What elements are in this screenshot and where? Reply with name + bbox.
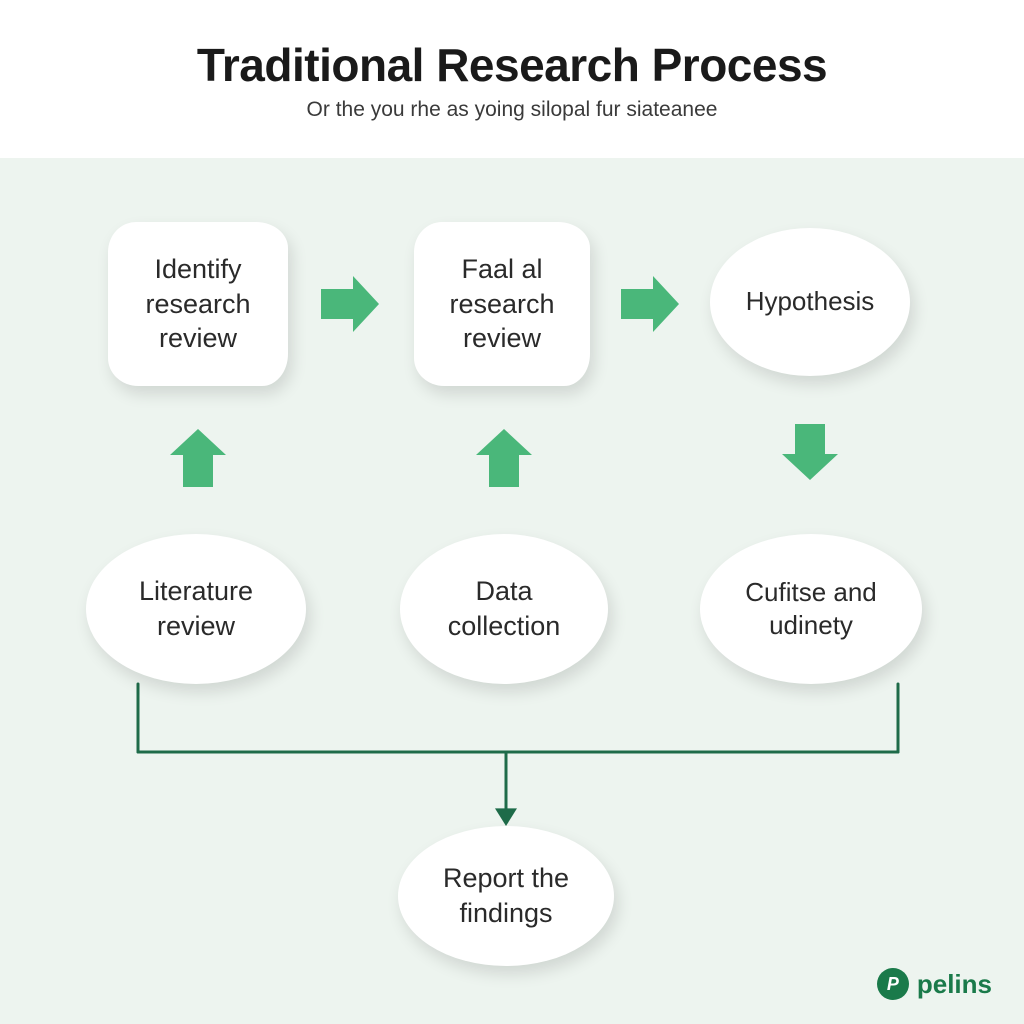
flow-node-data: Data collection	[400, 534, 608, 684]
flow-node-faal: Faal al research review	[414, 222, 590, 386]
flow-node-report: Report the findings	[398, 826, 614, 966]
brand-logo-text: pelins	[917, 969, 992, 1000]
flowchart-canvas: Identify research review Faal al research…	[0, 158, 1024, 1024]
flow-node-identify: Identify research review	[108, 222, 288, 386]
brand-logo: P pelins	[877, 968, 992, 1000]
connector-arrowhead	[495, 808, 517, 826]
flow-node-cufitse: Cufitse and udinety	[700, 534, 922, 684]
flow-node-hypothesis: Hypothesis	[710, 228, 910, 376]
page-subtitle: Or the you rhe as yoing silopal fur siat…	[20, 98, 1004, 122]
brand-logo-icon: P	[877, 968, 909, 1000]
header: Traditional Research Process Or the you …	[0, 0, 1024, 144]
flow-node-literature: Literature review	[86, 534, 306, 684]
page-title: Traditional Research Process	[20, 38, 1004, 92]
